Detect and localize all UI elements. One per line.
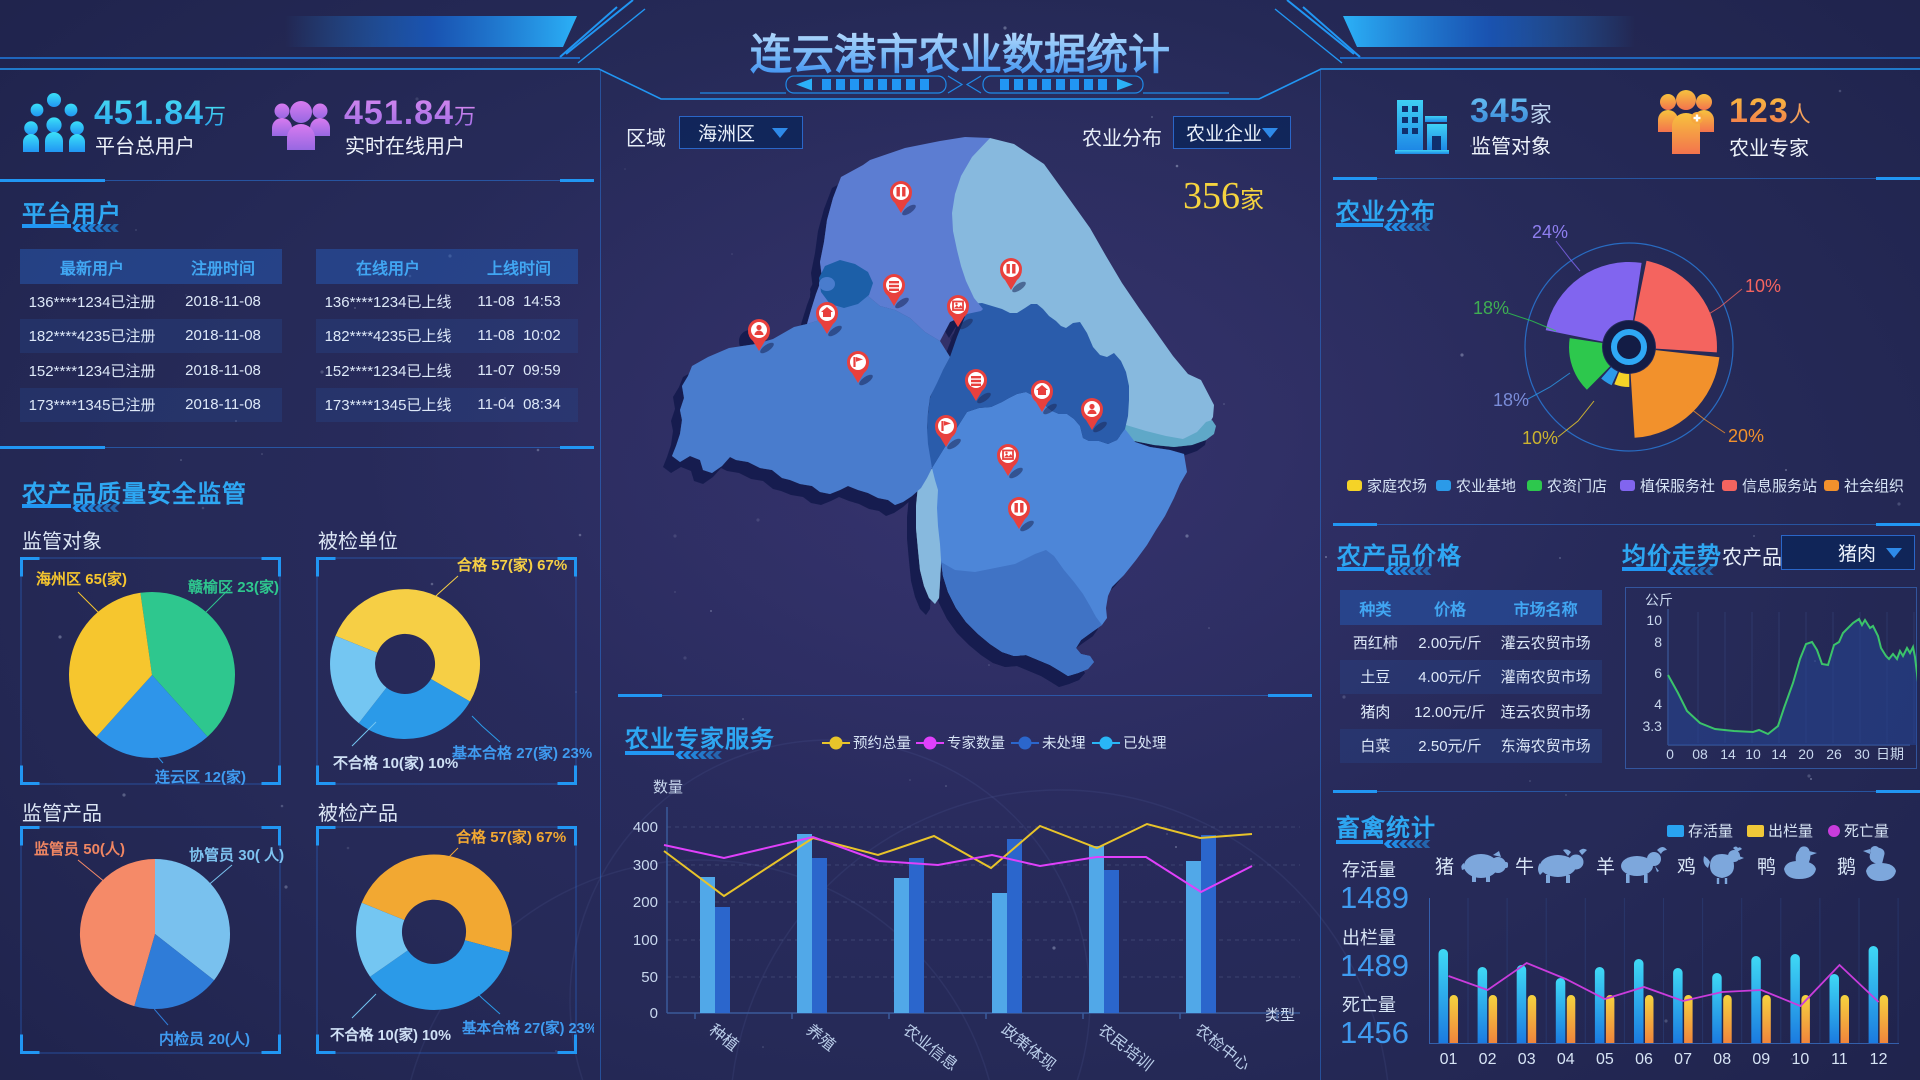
svg-text:0: 0 xyxy=(1666,746,1674,762)
svg-text:协管员 30( 人): 协管员 30( 人) xyxy=(189,846,284,864)
svg-text:不合格 10(家) 10%: 不合格 10(家) 10% xyxy=(333,754,458,772)
svg-text:基本合格 27(家) 23%: 基本合格 27(家) 23% xyxy=(451,744,592,762)
svg-text:内检员 20(人): 内检员 20(人) xyxy=(159,1030,250,1048)
svg-text:合格 57(家) 67%: 合格 57(家) 67% xyxy=(456,556,567,574)
svg-text:18%: 18% xyxy=(1473,298,1509,318)
svg-text:基本合格 27(家) 23%: 基本合格 27(家) 23% xyxy=(461,1019,594,1037)
svg-text:家庭农场: 家庭农场 xyxy=(1367,478,1427,495)
svg-text:死亡量: 死亡量 xyxy=(1844,823,1889,840)
svg-text:日期: 日期 xyxy=(1876,746,1904,762)
svg-text:11: 11 xyxy=(1831,1051,1848,1068)
svg-text:06: 06 xyxy=(1635,1051,1653,1068)
svg-text:不合格 10(家) 10%: 不合格 10(家) 10% xyxy=(330,1026,451,1044)
svg-text:信息服务站: 信息服务站 xyxy=(1742,478,1817,495)
svg-text:07: 07 xyxy=(1674,1051,1692,1068)
svg-text:200: 200 xyxy=(633,894,658,911)
svg-text:26: 26 xyxy=(1826,746,1842,762)
svg-text:海州区 65(家): 海州区 65(家) xyxy=(36,570,127,588)
svg-text:10: 10 xyxy=(1791,1051,1809,1068)
svg-text:公斤: 公斤 xyxy=(1645,592,1673,608)
svg-text:08: 08 xyxy=(1692,746,1708,762)
svg-text:植保服务社: 植保服务社 xyxy=(1640,478,1715,495)
svg-text:数量: 数量 xyxy=(653,779,683,796)
svg-text:预约总量: 预约总量 xyxy=(853,735,911,752)
svg-text:12: 12 xyxy=(1870,1051,1888,1068)
svg-text:10: 10 xyxy=(1745,746,1761,762)
svg-text:已处理: 已处理 xyxy=(1123,735,1167,752)
svg-text:农民培训: 农民培训 xyxy=(1095,1021,1157,1075)
svg-text:10%: 10% xyxy=(1522,428,1558,448)
svg-text:0: 0 xyxy=(650,1005,658,1022)
svg-text:03: 03 xyxy=(1518,1051,1536,1068)
svg-text:专家数量: 专家数量 xyxy=(947,735,1005,752)
svg-text:20%: 20% xyxy=(1728,426,1764,446)
svg-text:赣榆区 23(家): 赣榆区 23(家) xyxy=(188,578,279,596)
svg-text:养殖: 养殖 xyxy=(803,1021,839,1055)
svg-text:连云区 12(家): 连云区 12(家) xyxy=(155,768,246,786)
svg-text:鸡: 鸡 xyxy=(1677,856,1696,878)
svg-text:农业基地: 农业基地 xyxy=(1456,478,1516,495)
svg-text:出栏量: 出栏量 xyxy=(1768,823,1813,840)
svg-text:50: 50 xyxy=(641,969,658,986)
svg-text:监管员 50(人): 监管员 50(人) xyxy=(34,840,125,858)
svg-text:10%: 10% xyxy=(1745,276,1781,296)
svg-text:政策体现: 政策体现 xyxy=(998,1021,1060,1075)
svg-text:4: 4 xyxy=(1654,696,1662,712)
svg-text:400: 400 xyxy=(633,819,658,836)
svg-text:04: 04 xyxy=(1557,1051,1575,1068)
svg-text:24%: 24% xyxy=(1532,225,1568,242)
svg-text:猪: 猪 xyxy=(1435,856,1454,878)
svg-text:100: 100 xyxy=(633,932,658,949)
svg-text:14: 14 xyxy=(1720,746,1736,762)
svg-text:社会组织: 社会组织 xyxy=(1844,478,1904,495)
svg-text:农检中心: 农检中心 xyxy=(1192,1021,1254,1075)
svg-text:类型: 类型 xyxy=(1265,1007,1295,1024)
svg-text:存活量: 存活量 xyxy=(1688,823,1733,840)
svg-text:18%: 18% xyxy=(1493,390,1529,410)
svg-text:农资门店: 农资门店 xyxy=(1547,478,1607,495)
svg-text:14: 14 xyxy=(1771,746,1787,762)
svg-text:鹅: 鹅 xyxy=(1837,856,1856,878)
svg-text:3.3: 3.3 xyxy=(1642,718,1662,734)
svg-text:合格 57(家) 67%: 合格 57(家) 67% xyxy=(455,828,566,846)
svg-text:10: 10 xyxy=(1646,612,1662,628)
svg-text:8: 8 xyxy=(1654,634,1662,650)
svg-text:牛: 牛 xyxy=(1515,856,1534,878)
svg-text:未处理: 未处理 xyxy=(1042,735,1086,752)
svg-text:农业信息: 农业信息 xyxy=(900,1021,962,1075)
svg-text:08: 08 xyxy=(1713,1051,1731,1068)
svg-text:羊: 羊 xyxy=(1596,856,1615,878)
svg-text:300: 300 xyxy=(633,857,658,874)
svg-text:30: 30 xyxy=(1854,746,1870,762)
svg-text:20: 20 xyxy=(1798,746,1814,762)
svg-text:01: 01 xyxy=(1440,1051,1458,1068)
svg-text:05: 05 xyxy=(1596,1051,1614,1068)
svg-text:种植: 种植 xyxy=(706,1021,742,1055)
svg-text:02: 02 xyxy=(1479,1051,1497,1068)
svg-text:6: 6 xyxy=(1654,665,1662,681)
svg-text:鸭: 鸭 xyxy=(1757,856,1776,878)
svg-text:09: 09 xyxy=(1752,1051,1770,1068)
